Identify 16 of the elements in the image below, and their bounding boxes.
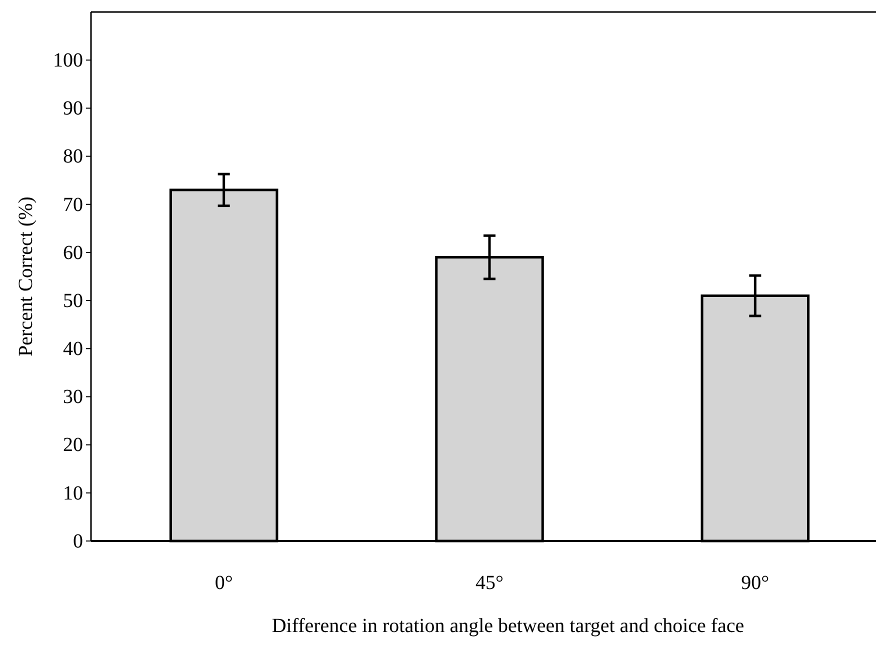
y-tick-label: 90 <box>63 98 83 120</box>
y-tick-label: 30 <box>63 386 83 408</box>
x-tick-label: 90° <box>741 572 770 594</box>
y-tick-label: 10 <box>63 482 83 504</box>
y-tick-label: 0 <box>73 530 83 552</box>
x-tick-label: 0° <box>214 572 233 594</box>
y-tick-label: 50 <box>63 290 83 312</box>
y-axis-title: Percent Correct (%) <box>15 196 37 356</box>
y-tick-label: 100 <box>53 49 83 72</box>
y-tick-label: 70 <box>63 194 83 216</box>
y-tick-label: 60 <box>63 242 83 264</box>
y-tick-label: 40 <box>63 338 83 360</box>
x-axis-title: Difference in rotation angle between target and choice face <box>272 615 744 637</box>
y-tick-label: 20 <box>63 434 83 456</box>
y-tick-label: 80 <box>63 146 83 168</box>
x-tick-label: 45° <box>476 572 504 594</box>
